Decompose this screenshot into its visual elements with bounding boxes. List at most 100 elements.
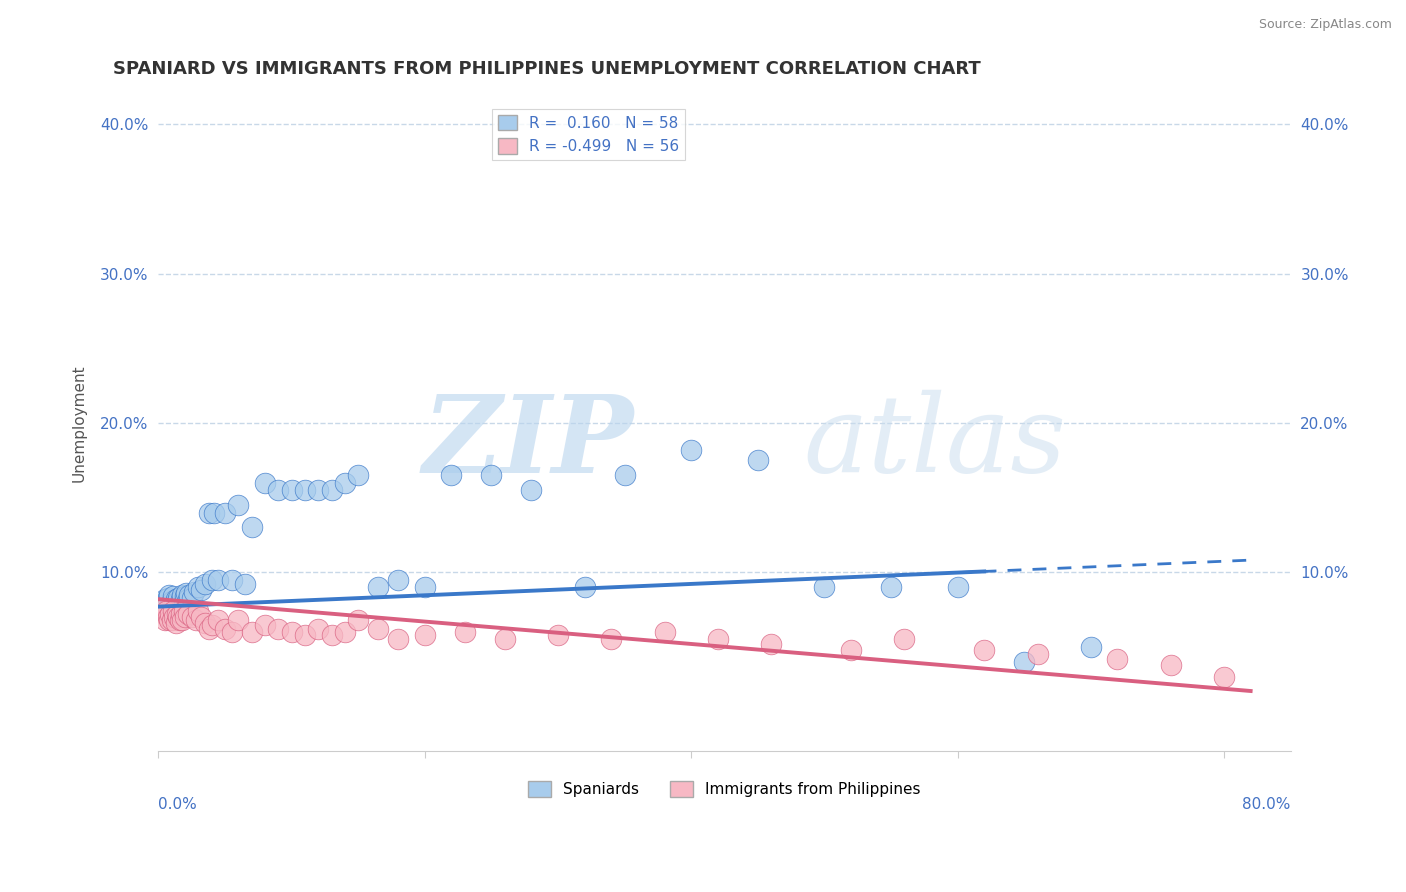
Point xyxy=(454,625,477,640)
Point xyxy=(267,483,290,498)
Point xyxy=(226,613,249,627)
Point xyxy=(153,592,176,607)
Point xyxy=(307,622,329,636)
Point xyxy=(321,483,343,498)
Point xyxy=(163,610,186,624)
Point xyxy=(176,586,198,600)
Point xyxy=(157,613,180,627)
Point xyxy=(413,628,436,642)
Point xyxy=(152,595,174,609)
Point xyxy=(153,613,176,627)
Point xyxy=(321,628,343,642)
Point xyxy=(387,632,409,647)
Text: SPANIARD VS IMMIGRANTS FROM PHILIPPINES UNEMPLOYMENT CORRELATION CHART: SPANIARD VS IMMIGRANTS FROM PHILIPPINES … xyxy=(112,60,981,78)
Point xyxy=(367,622,389,636)
Point xyxy=(747,453,769,467)
Point xyxy=(201,617,224,632)
Point xyxy=(152,607,174,621)
Point xyxy=(172,588,194,602)
Point xyxy=(267,622,290,636)
Point xyxy=(547,628,569,642)
Text: atlas: atlas xyxy=(804,390,1067,495)
Point xyxy=(183,584,205,599)
Point xyxy=(174,610,197,624)
Point xyxy=(1012,655,1035,669)
Point xyxy=(172,613,194,627)
Point xyxy=(1213,670,1236,684)
Point xyxy=(387,573,409,587)
Point xyxy=(294,628,316,642)
Point xyxy=(156,591,179,605)
Point xyxy=(880,580,903,594)
Point xyxy=(240,625,263,640)
Point xyxy=(347,613,370,627)
Point xyxy=(170,607,193,621)
Point xyxy=(759,637,782,651)
Point xyxy=(654,625,676,640)
Point xyxy=(159,598,181,612)
Point xyxy=(187,604,209,618)
Point xyxy=(187,580,209,594)
Point xyxy=(190,610,212,624)
Legend: R =  0.160   N = 58, R = -0.499   N = 56: R = 0.160 N = 58, R = -0.499 N = 56 xyxy=(492,109,685,161)
Point xyxy=(280,483,302,498)
Point xyxy=(174,589,197,603)
Point xyxy=(214,622,236,636)
Point xyxy=(162,604,184,618)
Point xyxy=(198,622,221,636)
Point xyxy=(294,483,316,498)
Point xyxy=(333,475,356,490)
Point xyxy=(946,580,969,594)
Point xyxy=(207,613,229,627)
Y-axis label: Unemployment: Unemployment xyxy=(72,364,86,482)
Point xyxy=(240,520,263,534)
Point xyxy=(479,468,502,483)
Point xyxy=(973,643,995,657)
Point xyxy=(150,601,173,615)
Point xyxy=(333,625,356,640)
Point xyxy=(214,506,236,520)
Point xyxy=(1160,657,1182,672)
Point xyxy=(180,591,202,605)
Point xyxy=(198,506,221,520)
Point xyxy=(165,615,187,630)
Point xyxy=(681,442,703,457)
Point xyxy=(707,632,730,647)
Text: ZIP: ZIP xyxy=(423,390,634,496)
Point xyxy=(1107,652,1129,666)
Point xyxy=(180,610,202,624)
Text: 0.0%: 0.0% xyxy=(159,797,197,813)
Point xyxy=(160,593,183,607)
Point xyxy=(166,595,188,609)
Point xyxy=(155,597,177,611)
Point xyxy=(170,592,193,607)
Point xyxy=(207,573,229,587)
Point xyxy=(159,607,181,621)
Point xyxy=(177,588,200,602)
Point xyxy=(253,475,276,490)
Point xyxy=(201,573,224,587)
Point xyxy=(280,625,302,640)
Point xyxy=(494,632,516,647)
Point xyxy=(221,573,243,587)
Text: Source: ZipAtlas.com: Source: ZipAtlas.com xyxy=(1258,18,1392,31)
Point xyxy=(893,632,915,647)
Point xyxy=(574,580,596,594)
Point xyxy=(160,613,183,627)
Point xyxy=(173,595,195,609)
Point xyxy=(176,607,198,621)
Point xyxy=(839,643,862,657)
Point xyxy=(1080,640,1102,654)
Point xyxy=(155,604,177,618)
Point xyxy=(167,610,190,624)
Point xyxy=(1026,648,1049,662)
Point xyxy=(221,625,243,640)
Point xyxy=(613,468,636,483)
Point xyxy=(169,613,191,627)
Text: 80.0%: 80.0% xyxy=(1243,797,1291,813)
Point xyxy=(190,583,212,598)
Point xyxy=(157,588,180,602)
Point xyxy=(813,580,835,594)
Point xyxy=(176,592,198,607)
Point xyxy=(440,468,463,483)
